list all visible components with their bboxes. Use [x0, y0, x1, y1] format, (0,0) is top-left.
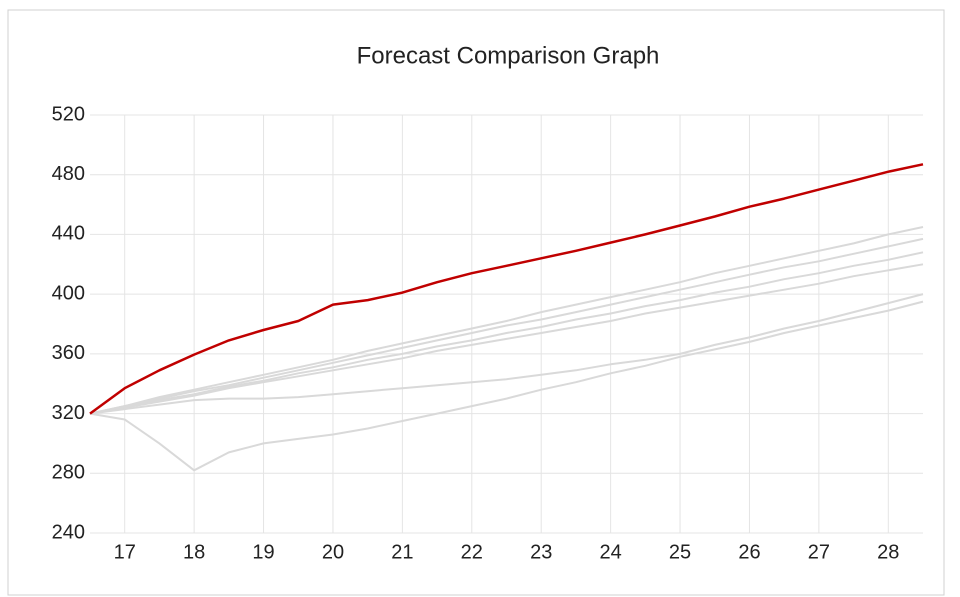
y-tick-label: 440	[52, 223, 85, 245]
series-line	[89, 251, 924, 415]
series-line	[89, 163, 924, 415]
y-tick-label: 400	[52, 282, 85, 304]
y-tick-label: 280	[52, 462, 85, 484]
series-line	[89, 293, 924, 415]
x-tick-label: 20	[322, 541, 344, 563]
y-tick-label: 360	[52, 342, 85, 364]
y-tick-label: 480	[52, 163, 85, 185]
y-tick-label: 520	[52, 103, 85, 125]
x-tick-label: 17	[114, 541, 136, 563]
series-line	[89, 263, 924, 415]
series-line	[89, 300, 924, 472]
y-tick-label: 320	[52, 402, 85, 424]
y-tick-label: 240	[52, 521, 85, 543]
x-tick-label: 28	[877, 541, 899, 563]
x-tick-label: 23	[530, 541, 552, 563]
x-tick-label: 19	[252, 541, 274, 563]
chart-frame	[7, 9, 945, 596]
x-tick-label: 21	[391, 541, 413, 563]
x-tick-label: 26	[738, 541, 760, 563]
series-line	[89, 226, 924, 415]
chart-title: Forecast Comparison Graph	[357, 42, 660, 69]
x-tick-label: 27	[808, 541, 830, 563]
x-tick-label: 22	[461, 541, 483, 563]
x-tick-label: 18	[183, 541, 205, 563]
series-line	[89, 237, 924, 415]
x-tick-label: 24	[600, 541, 622, 563]
x-tick-label: 25	[669, 541, 691, 563]
